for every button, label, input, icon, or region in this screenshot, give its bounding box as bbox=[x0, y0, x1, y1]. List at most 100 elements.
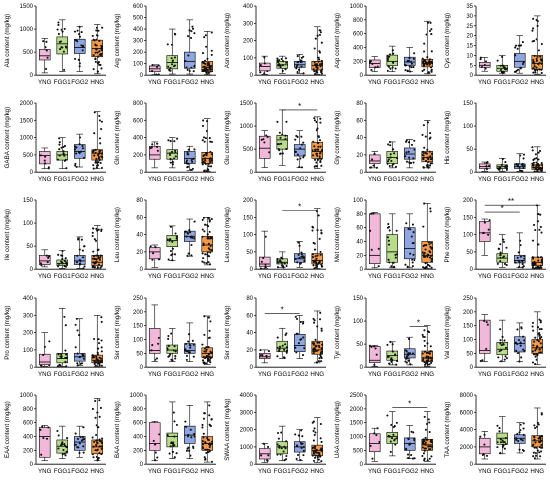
y-tick-label: 0 bbox=[470, 365, 474, 371]
data-point bbox=[44, 46, 47, 49]
y-tick-label: 800 bbox=[133, 101, 144, 107]
y-tick-label: 0 bbox=[360, 462, 364, 468]
data-point bbox=[426, 363, 429, 366]
data-point bbox=[81, 49, 84, 52]
data-point bbox=[78, 451, 81, 454]
data-point bbox=[260, 138, 263, 142]
data-point bbox=[60, 146, 63, 149]
data-point bbox=[91, 227, 95, 230]
y-tick-label: 0 bbox=[470, 73, 474, 79]
y-tick-label: 1000 bbox=[350, 4, 364, 10]
data-point bbox=[522, 348, 525, 351]
data-point bbox=[430, 66, 433, 69]
data-point bbox=[93, 359, 96, 363]
x-tick-label: FGG2 bbox=[181, 468, 198, 475]
data-point bbox=[316, 456, 319, 459]
data-point bbox=[499, 342, 502, 345]
data-point bbox=[205, 170, 208, 173]
box-iqr bbox=[166, 149, 178, 160]
data-point bbox=[209, 360, 212, 363]
y-axis-label: His content (mg/kg) bbox=[444, 111, 451, 165]
y-tick-label: 400 bbox=[133, 27, 144, 33]
box-HNG bbox=[91, 24, 104, 75]
data-point bbox=[503, 338, 506, 342]
data-point bbox=[371, 158, 374, 161]
data-point bbox=[186, 35, 190, 38]
box-FGG2 bbox=[184, 404, 196, 459]
data-point bbox=[313, 321, 316, 324]
data-point bbox=[406, 69, 409, 72]
data-point bbox=[98, 451, 101, 455]
data-point bbox=[430, 361, 433, 364]
y-tick-label: 100 bbox=[243, 233, 254, 239]
data-point bbox=[394, 67, 397, 70]
y-tick-label: 500 bbox=[133, 16, 144, 22]
data-point bbox=[539, 341, 542, 345]
data-point bbox=[268, 151, 271, 154]
data-point bbox=[427, 418, 430, 421]
box-HNG bbox=[201, 314, 214, 365]
data-point bbox=[315, 152, 318, 156]
data-point bbox=[98, 341, 101, 344]
data-point bbox=[537, 423, 540, 426]
y-tick-label: 0 bbox=[250, 170, 254, 176]
box-HNG bbox=[421, 20, 433, 75]
data-point bbox=[531, 149, 534, 152]
data-point bbox=[376, 427, 379, 430]
data-point bbox=[426, 355, 429, 358]
box-FGG1 bbox=[56, 137, 68, 170]
data-point bbox=[185, 66, 188, 69]
data-point bbox=[318, 345, 321, 348]
data-point bbox=[61, 255, 64, 258]
data-point bbox=[498, 168, 501, 171]
data-point bbox=[157, 64, 160, 67]
data-point bbox=[264, 266, 267, 269]
data-point bbox=[99, 406, 102, 409]
data-point bbox=[74, 345, 77, 348]
data-point bbox=[315, 121, 318, 124]
data-point bbox=[74, 432, 77, 435]
data-point bbox=[387, 259, 390, 262]
data-point bbox=[285, 331, 288, 335]
data-point bbox=[203, 59, 207, 62]
box-FGG1 bbox=[496, 234, 508, 269]
y-tick-label: 100 bbox=[463, 233, 474, 239]
data-point bbox=[204, 159, 207, 162]
box-iqr bbox=[39, 49, 51, 61]
data-point bbox=[300, 135, 303, 138]
data-point bbox=[208, 159, 211, 162]
data-point bbox=[429, 344, 432, 347]
data-point bbox=[74, 164, 77, 167]
data-point bbox=[387, 435, 391, 438]
data-point bbox=[389, 144, 392, 147]
data-point bbox=[502, 238, 505, 242]
data-point bbox=[320, 359, 323, 362]
data-point bbox=[262, 138, 265, 141]
data-point bbox=[201, 252, 204, 255]
data-point bbox=[96, 411, 99, 414]
data-point bbox=[485, 320, 488, 323]
x-tick-label: YNG bbox=[148, 79, 162, 86]
box-YNG bbox=[259, 231, 271, 270]
data-point bbox=[421, 454, 424, 457]
y-tick-label: 100 bbox=[353, 198, 364, 204]
data-point bbox=[166, 238, 169, 241]
data-point bbox=[405, 356, 408, 359]
y-tick-label: 0 bbox=[30, 268, 34, 274]
data-point bbox=[276, 121, 279, 124]
data-point bbox=[41, 425, 44, 428]
data-point bbox=[93, 132, 96, 135]
y-tick-label: 300 bbox=[133, 39, 144, 45]
y-axis-label: Pro content (mg/kg) bbox=[4, 305, 11, 359]
data-point bbox=[311, 149, 314, 152]
x-tick-label: FGG2 bbox=[511, 79, 528, 86]
data-point bbox=[80, 361, 84, 364]
data-point bbox=[276, 57, 279, 60]
data-point bbox=[169, 250, 172, 253]
data-point bbox=[376, 65, 379, 68]
data-point bbox=[59, 444, 62, 447]
data-point bbox=[285, 457, 288, 461]
data-point bbox=[173, 56, 176, 59]
data-point bbox=[430, 260, 433, 263]
data-point bbox=[390, 265, 393, 268]
